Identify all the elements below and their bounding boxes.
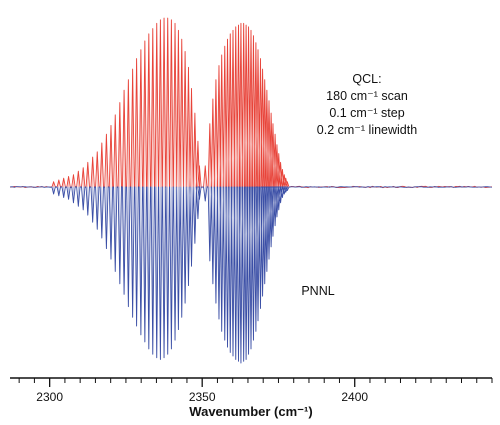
series-qcl xyxy=(9,17,492,189)
tick-label-2300: 2300 xyxy=(36,390,63,404)
tick-label-2400: 2400 xyxy=(341,390,368,404)
qcl-annotation: QCL: 180 cm⁻¹ scan 0.1 cm⁻¹ step 0.2 cm⁻¹ l… xyxy=(317,72,417,137)
annot-qcl-line-0: QCL: xyxy=(352,72,381,86)
annot-qcl-line-1: 180 cm⁻¹ scan xyxy=(326,89,408,103)
annot-qcl-line-2: 0.1 cm⁻¹ step xyxy=(329,106,404,120)
x-axis-ticks: 2300 2350 2400 xyxy=(18,378,493,404)
annot-qcl-line-3: 0.2 cm⁻¹ linewidth xyxy=(317,123,417,137)
series-layer xyxy=(9,17,492,364)
tick-label-2350: 2350 xyxy=(189,390,216,404)
annot-pnnl-line-0: PNNL xyxy=(301,284,334,298)
pnnl-annotation: PNNL xyxy=(301,284,334,298)
series-pnnl xyxy=(9,186,492,364)
series-line-pnnl xyxy=(9,186,492,364)
x-axis-title: Wavenumber (cm⁻¹) xyxy=(189,404,312,419)
